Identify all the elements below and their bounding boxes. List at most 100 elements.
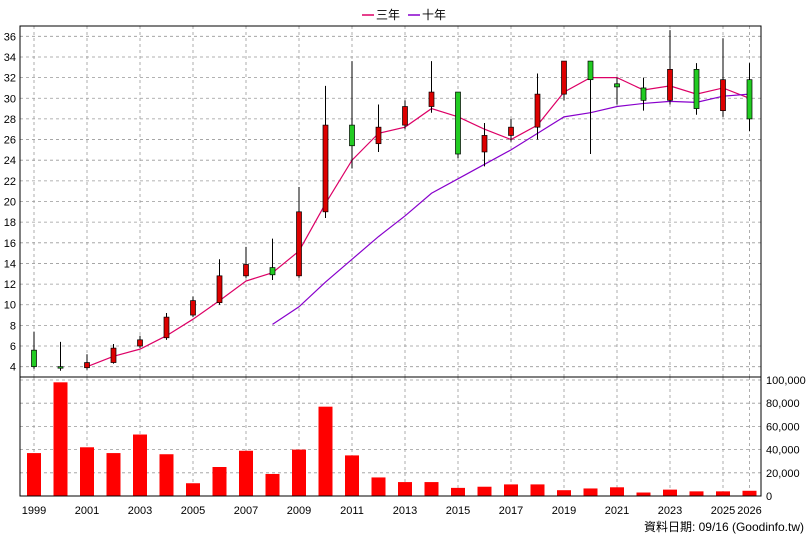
x-tick-label: 2026 xyxy=(737,505,761,517)
candle-body xyxy=(57,366,64,369)
volume-tick-label: 100,000 xyxy=(766,375,806,387)
candle xyxy=(296,187,302,278)
volume-bar xyxy=(636,492,651,496)
volume-bar xyxy=(663,489,677,496)
volume-tick-label: 80,000 xyxy=(766,398,800,410)
volume-tick-label: 0 xyxy=(766,491,772,503)
volume-grid xyxy=(20,377,761,496)
candle xyxy=(534,73,541,140)
x-tick-label: 2017 xyxy=(499,505,523,517)
candle-body xyxy=(640,87,647,101)
x-tick-label: 2009 xyxy=(287,505,311,517)
volume-bar xyxy=(477,486,492,496)
candle-body xyxy=(296,211,302,277)
volume-tick-label: 60,000 xyxy=(766,421,800,433)
x-tick-label: 2013 xyxy=(393,505,417,517)
volume-bar xyxy=(530,484,545,496)
volume-bar xyxy=(318,406,333,496)
price-tick-label: 28 xyxy=(4,114,16,126)
candle xyxy=(84,354,90,370)
candle xyxy=(137,335,143,349)
candle-body xyxy=(110,347,117,363)
volume-bar xyxy=(742,490,757,496)
price-tick-label: 4 xyxy=(10,362,16,374)
volume-bar xyxy=(106,453,121,496)
candle xyxy=(508,118,514,142)
candle-body xyxy=(375,126,382,145)
candle xyxy=(163,312,170,340)
volume-plot-frame xyxy=(19,376,762,497)
volume-tick-label: 20,000 xyxy=(766,468,800,480)
price-axis: 4 6 8 10 12 14 16 18 20 22 24 26 28 30 32 34 36 xyxy=(4,31,16,373)
candle-body xyxy=(614,83,620,88)
price-tick-label: 10 xyxy=(4,300,16,312)
volume-bar xyxy=(239,450,253,496)
candle-body xyxy=(587,60,594,81)
candle xyxy=(561,60,567,101)
candle-body xyxy=(402,106,408,126)
candle-body xyxy=(31,349,37,368)
legend: 三年 十年 xyxy=(362,8,446,22)
candle-body xyxy=(349,124,355,147)
x-tick-label: 2021 xyxy=(605,505,629,517)
candle-body xyxy=(163,316,170,339)
candle xyxy=(31,331,37,369)
volume-bar xyxy=(265,473,280,496)
candle xyxy=(110,343,117,364)
volume-bar xyxy=(371,477,386,496)
candle xyxy=(587,60,594,155)
legend-ten-year-label: 十年 xyxy=(422,8,446,22)
candle-body xyxy=(243,264,249,277)
candle xyxy=(746,63,753,132)
volume-bar xyxy=(424,482,439,496)
candle xyxy=(455,91,461,159)
candle-body xyxy=(693,69,700,109)
candle xyxy=(57,341,64,371)
volume-bar xyxy=(398,482,412,496)
candle xyxy=(190,296,196,318)
volume-bar xyxy=(689,491,704,496)
candle xyxy=(693,63,700,115)
candle xyxy=(667,30,673,105)
candle xyxy=(402,100,408,130)
price-tick-label: 30 xyxy=(4,93,16,105)
volume-bar xyxy=(133,434,147,496)
price-tick-label: 14 xyxy=(4,258,16,270)
volume-bar xyxy=(716,491,730,496)
volume-bar xyxy=(504,484,518,496)
volume-bar xyxy=(451,487,465,496)
candle xyxy=(375,104,382,152)
volume-bar xyxy=(212,467,227,496)
price-grid xyxy=(20,26,761,377)
legend-three-year-label: 三年 xyxy=(376,8,400,22)
candle-body xyxy=(137,339,143,347)
candle xyxy=(349,61,355,169)
candle-body xyxy=(508,126,514,136)
x-tick-label: 2001 xyxy=(75,505,99,517)
x-tick-label: 2007 xyxy=(234,505,258,517)
x-tick-label: 2005 xyxy=(181,505,205,517)
price-tick-label: 6 xyxy=(10,341,16,353)
x-tick-label: 2025 xyxy=(711,505,735,517)
candlesticks xyxy=(31,30,753,371)
candle xyxy=(720,38,726,117)
candle-body xyxy=(561,60,567,95)
x-tick-label: 2011 xyxy=(340,505,364,517)
candle xyxy=(614,77,620,105)
candle-body xyxy=(534,93,541,128)
price-tick-label: 12 xyxy=(4,279,16,291)
candle-body xyxy=(455,91,461,155)
candle xyxy=(322,85,329,219)
candle xyxy=(428,61,435,113)
x-tick-label: 2015 xyxy=(446,505,470,517)
price-tick-label: 20 xyxy=(4,197,16,209)
volume-bar xyxy=(610,487,624,496)
candle-body xyxy=(269,267,276,276)
price-tick-label: 34 xyxy=(4,52,16,64)
volume-axis: 0 20,000 40,000 60,000 80,000 100,000 xyxy=(766,375,806,503)
price-tick-label: 16 xyxy=(4,238,16,250)
candle-body xyxy=(84,362,90,369)
x-axis: 1999 2001 2003 2005 2007 2009 2011 2013 2015 2017… xyxy=(22,505,762,517)
candle xyxy=(640,77,647,111)
price-tick-label: 24 xyxy=(4,155,16,167)
